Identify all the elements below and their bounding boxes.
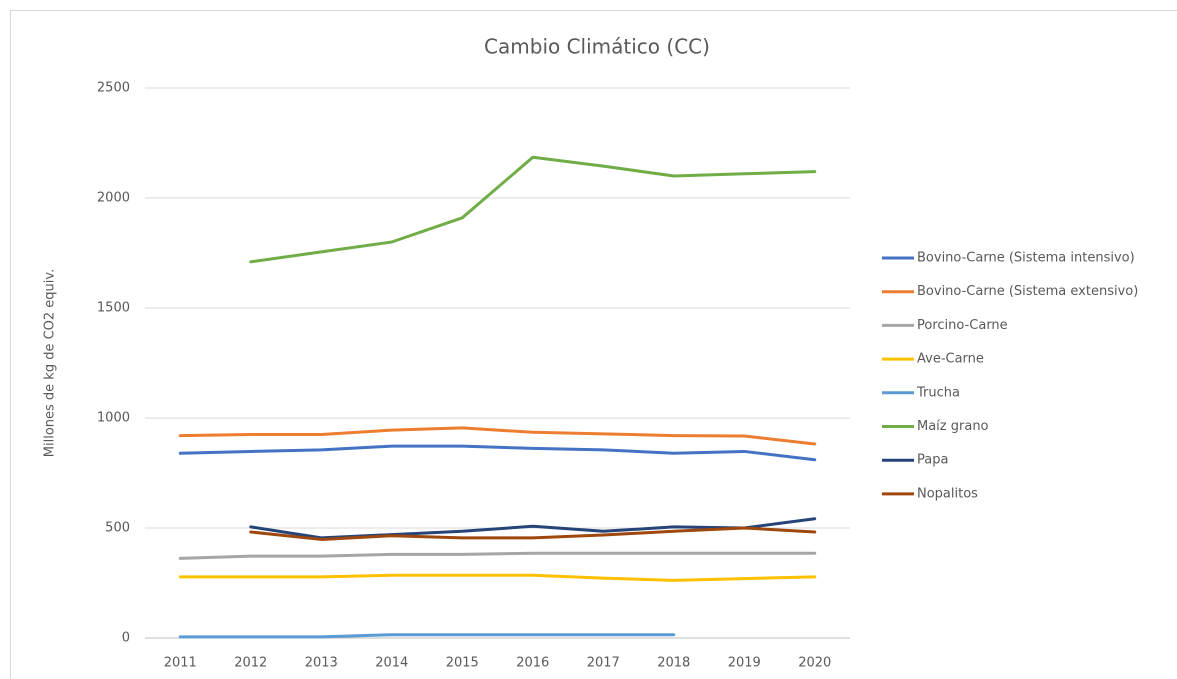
- series-line: [249, 526, 817, 541]
- series-line: [249, 155, 817, 264]
- y-tick-label: 2000: [97, 191, 130, 206]
- x-tick-label: 2016: [516, 656, 549, 671]
- legend-label: Maíz grano: [917, 419, 989, 434]
- y-tick-label: 1500: [97, 301, 130, 316]
- legend-label: Bovino-Carne (Sistema intensivo): [917, 251, 1135, 266]
- x-tick-label: 2019: [728, 656, 761, 671]
- legend-label: Trucha: [916, 385, 960, 400]
- legend-label: Ave-Carne: [917, 352, 984, 367]
- y-axis-label: Millones de kg de CO2 equiv.: [43, 269, 58, 457]
- y-tick-label: 2500: [97, 81, 130, 96]
- y-tick-label: 500: [105, 521, 130, 536]
- y-tick-label: 1000: [97, 411, 130, 426]
- x-tick-label: 2014: [375, 656, 408, 671]
- x-tick-label: 2011: [164, 656, 197, 671]
- series-line: [178, 444, 817, 462]
- series-line: [178, 573, 817, 582]
- y-tick-label: 0: [122, 631, 130, 646]
- x-tick-label: 2017: [587, 656, 620, 671]
- legend-label: Nopalitos: [917, 486, 978, 501]
- x-tick-label: 2012: [234, 656, 267, 671]
- series-line: [178, 551, 817, 560]
- chart-border: [10, 10, 1177, 679]
- x-tick-label: 2018: [657, 656, 690, 671]
- legend-label: Porcino-Carne: [917, 318, 1008, 333]
- x-tick-label: 2015: [446, 656, 479, 671]
- x-tick-label: 2020: [798, 656, 831, 671]
- x-tick-label: 2013: [305, 656, 338, 671]
- legend-label: Papa: [917, 453, 948, 468]
- series-line: [178, 633, 676, 639]
- series-line: [178, 426, 817, 446]
- chart-title: Cambio Climático (CC): [484, 35, 710, 59]
- legend-label: Bovino-Carne (Sistema extensivo): [917, 284, 1138, 299]
